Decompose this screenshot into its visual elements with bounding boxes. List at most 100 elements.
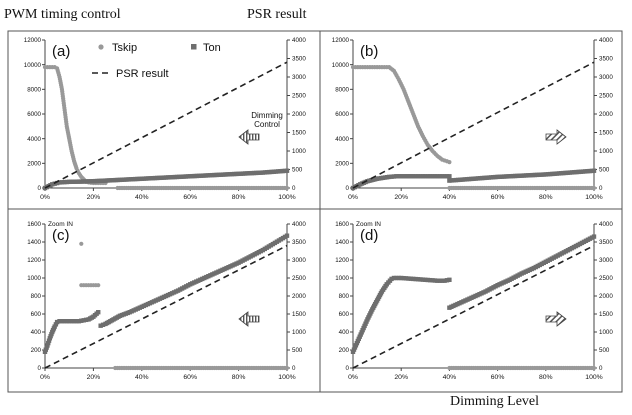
y2-tick-label: 500 — [292, 347, 303, 354]
x-tick-label: 20% — [87, 374, 101, 381]
ton-point — [62, 179, 67, 185]
y2-tick-label: 3000 — [599, 74, 613, 81]
ton-point — [425, 174, 430, 179]
y-tick-label: 1600 — [335, 221, 349, 228]
tskip-point — [591, 365, 597, 371]
panel-label: (a) — [52, 43, 70, 60]
ton-point — [411, 276, 416, 282]
y-tick-label: 400 — [339, 329, 350, 336]
left-arrow-hatched-icon — [238, 129, 260, 145]
y-tick-label: 6000 — [27, 111, 41, 118]
y2-tick-label: 3500 — [292, 56, 306, 63]
ton-point — [76, 319, 82, 324]
ton-point — [203, 173, 208, 178]
y2-tick-label: 0 — [599, 365, 603, 372]
x-tick-label: 0% — [348, 194, 358, 201]
ton-point — [415, 277, 421, 282]
ton-point — [67, 319, 72, 324]
y-tick-label: 1000 — [27, 275, 41, 282]
y2-tick-label: 500 — [292, 167, 303, 174]
y-tick-label: 0 — [38, 185, 42, 192]
y-tick-label: 1200 — [27, 257, 41, 264]
tskip-point — [284, 365, 290, 371]
ton-point — [386, 174, 392, 180]
ton-point — [427, 174, 433, 179]
psr-result-line — [44, 61, 288, 189]
psr-result-line — [352, 244, 595, 369]
y2-tick-label: 3000 — [292, 74, 306, 81]
right-arrow-hatched-icon — [545, 129, 567, 145]
ton-point — [96, 310, 101, 315]
ton-point — [391, 174, 397, 179]
y-tick-label: 2000 — [27, 161, 41, 168]
ton-point — [214, 172, 219, 178]
series-psr-result — [352, 61, 595, 189]
ton-point — [415, 174, 421, 179]
y2-tick-label: 2000 — [292, 293, 306, 300]
ton-point — [394, 275, 399, 281]
x-tick-label: 60% — [183, 374, 197, 381]
ton-point — [435, 174, 440, 179]
ton-point — [64, 179, 69, 185]
x-tick-label: 80% — [232, 374, 246, 381]
y-tick-label: 600 — [31, 311, 42, 318]
ton-point — [64, 319, 69, 324]
y2-tick-label: 4000 — [292, 37, 306, 44]
y2-tick-label: 2000 — [599, 293, 613, 300]
tskip-point — [79, 241, 84, 246]
chart-panel-0: 0 2000 4000 6000 8000 10000 12000 0 500 1000 1500 2… — [24, 37, 307, 201]
y2-tick-label: 2000 — [599, 111, 613, 118]
ton-point — [50, 182, 55, 187]
ton-point — [403, 276, 409, 281]
y-tick-label: 4000 — [335, 136, 349, 143]
tskip-point — [284, 185, 290, 191]
y-tick-label: 10000 — [24, 62, 42, 69]
x-tick-label: 20% — [87, 194, 101, 201]
chart-panel-3: 0 200 400 600 800 1000 1200 1400 1600 0 500 1000 150… — [335, 221, 613, 381]
ton-point — [447, 174, 452, 179]
y2-tick-label: 2000 — [292, 111, 306, 118]
ton-point — [591, 168, 597, 173]
legend-ton-label: Ton — [203, 42, 221, 54]
ton-point — [435, 278, 440, 283]
ton-point — [396, 275, 401, 281]
ton-point — [413, 276, 418, 282]
y-tick-label: 1000 — [335, 275, 349, 282]
y-tick-label: 12000 — [332, 37, 350, 44]
ton-point — [401, 275, 406, 281]
ton-point — [439, 278, 445, 283]
y-tick-label: 800 — [31, 293, 42, 300]
x-tick-label: 100% — [278, 374, 295, 381]
ton-point — [411, 174, 416, 179]
y-tick-label: 400 — [31, 329, 42, 336]
panel-label: (c) — [52, 227, 70, 244]
y-tick-label: 2000 — [335, 161, 349, 168]
ton-point — [79, 318, 84, 323]
ton-point — [54, 180, 60, 186]
ton-point — [444, 278, 450, 283]
ton-point — [59, 319, 65, 324]
ton-point — [280, 168, 285, 174]
ton-point — [423, 174, 428, 179]
ton-point — [148, 176, 153, 181]
ton-point — [442, 278, 447, 283]
ton-point — [413, 174, 418, 179]
ton-point — [432, 174, 438, 179]
ton-point — [74, 319, 79, 324]
y2-tick-label: 1000 — [292, 148, 306, 155]
y2-tick-label: 500 — [599, 347, 610, 354]
ton-point — [442, 174, 447, 179]
ton-point — [269, 169, 274, 175]
ton-point — [98, 323, 103, 328]
ton-point — [57, 319, 62, 324]
y2-tick-label: 3000 — [292, 257, 306, 264]
x-tick-label: 80% — [232, 194, 246, 201]
x-tick-label: 40% — [135, 194, 149, 201]
ton-point — [62, 319, 67, 324]
pwm-timing-control-header: PWM timing control — [4, 7, 121, 22]
ton-point — [124, 177, 129, 182]
psr-result-line — [352, 61, 595, 189]
ton-point — [418, 174, 423, 179]
psr-result-header: PSR result — [247, 7, 307, 22]
